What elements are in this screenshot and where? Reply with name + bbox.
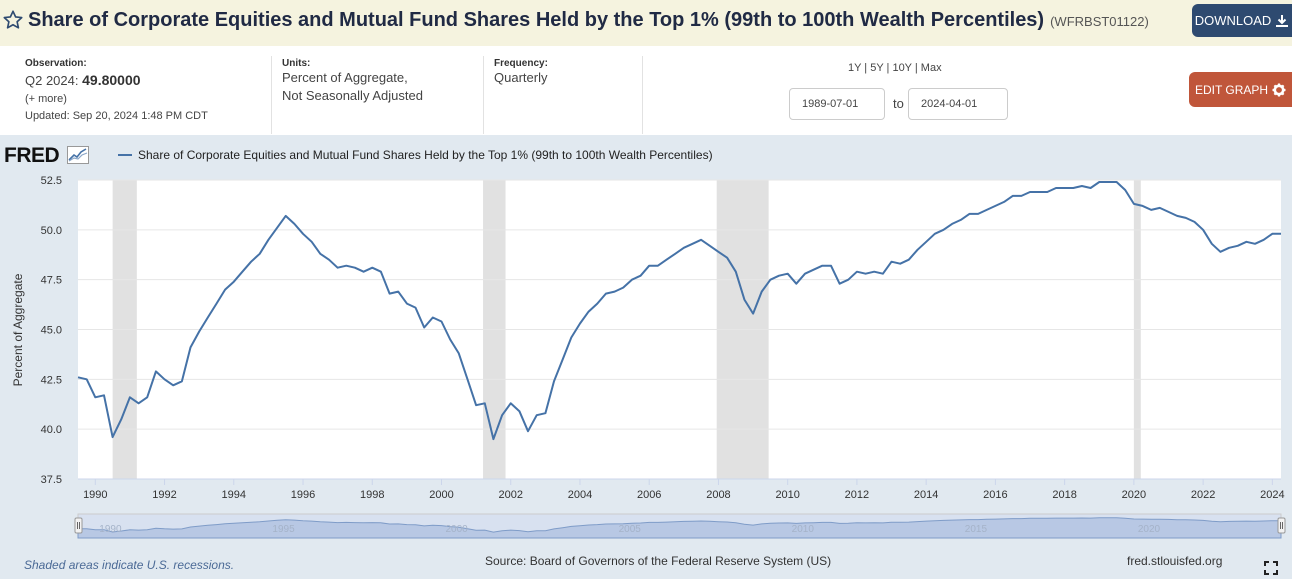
units-line2: Not Seasonally Adjusted: [282, 88, 423, 103]
navigator-label: 1990: [99, 524, 122, 535]
line-chart: 37.5 40.0 42.5 45.0 47.5 50.0 52.5 1990 1992 199…: [11, 175, 1286, 539]
divider: [642, 56, 643, 134]
x-tick-label: 2024: [1260, 489, 1284, 501]
site-link[interactable]: fred.stlouisfed.org: [1127, 554, 1223, 568]
x-tick-label: 1998: [360, 489, 384, 501]
x-tick-label: 2010: [775, 489, 799, 501]
page-title: Share of Corporate Equities and Mutual F…: [28, 9, 1149, 32]
observation-value: 49.80000: [82, 72, 141, 88]
units-line1: Percent of Aggregate,: [282, 70, 408, 85]
y-tick-label: 50.0: [41, 225, 62, 237]
navigator-label: 1995: [272, 524, 295, 535]
series-id: (WFRBST01122): [1050, 14, 1149, 29]
date-to-label: to: [893, 96, 904, 111]
updated-timestamp: Updated: Sep 20, 2024 1:48 PM CDT: [25, 110, 208, 122]
frequency-label: Frequency:: [494, 58, 548, 69]
series-line: [77, 181, 1281, 441]
edit-graph-button[interactable]: EDIT GRAPH: [1189, 72, 1292, 107]
series-title: Share of Corporate Equities and Mutual F…: [28, 9, 1045, 31]
end-date-input[interactable]: 2024-04-01: [908, 88, 1008, 120]
start-date-input[interactable]: 1989-07-01: [789, 88, 885, 120]
x-tick-label: 2008: [706, 489, 730, 501]
recession-note: Shaded areas indicate U.S. recessions.: [24, 558, 235, 572]
edit-graph-label: EDIT GRAPH: [1194, 82, 1269, 97]
x-tick-label: 2020: [1122, 489, 1146, 501]
range-selector[interactable]: 1Y | 5Y | 10Y | Max: [848, 62, 942, 74]
fred-logo: FRED: [4, 144, 89, 168]
divider: [483, 56, 484, 134]
navigator-handle[interactable]: [74, 517, 83, 534]
download-button[interactable]: DOWNLOAD: [1192, 4, 1292, 37]
download-icon: [1276, 14, 1289, 27]
x-tick-label: 1994: [222, 489, 246, 501]
frequency-value: Quarterly: [494, 70, 548, 85]
observation-period: Q2 2024:: [25, 73, 79, 88]
y-tick-label: 52.5: [41, 175, 62, 187]
y-tick-label: 45.0: [41, 325, 62, 337]
x-tick-label: 2012: [845, 489, 869, 501]
units-label: Units:: [282, 58, 311, 69]
x-tick-label: 2004: [568, 489, 592, 501]
x-tick-label: 2022: [1191, 489, 1215, 501]
observation-line: Q2 2024: 49.80000: [25, 72, 141, 88]
x-tick-label: 2018: [1052, 489, 1076, 501]
x-tick-label: 2014: [914, 489, 938, 501]
x-tick-label: 2006: [637, 489, 661, 501]
y-tick-label: 47.5: [41, 275, 62, 287]
y-axis-label: Percent of Aggregate: [11, 273, 25, 386]
source-note: Source: Board of Governors of the Federa…: [485, 554, 832, 568]
fred-logo-text: FRED: [4, 144, 60, 167]
chart-legend: Share of Corporate Equities and Mutual F…: [118, 148, 713, 162]
gear-icon: [1272, 83, 1286, 96]
observation-label: Observation:: [25, 58, 87, 69]
navigator-label: 2005: [619, 524, 642, 535]
legend-label: Share of Corporate Equities and Mutual F…: [138, 148, 713, 162]
y-tick-label: 40.0: [41, 424, 62, 436]
navigator-label: 2000: [445, 524, 468, 535]
navigator-label: 2015: [965, 524, 988, 535]
page-header: Share of Corporate Equities and Mutual F…: [0, 0, 1292, 46]
x-tick-label: 2002: [498, 489, 522, 501]
star-icon[interactable]: [2, 9, 24, 31]
x-tick-label: 2016: [983, 489, 1007, 501]
navigator-label: 2010: [792, 524, 815, 535]
fullscreen-icon[interactable]: [1264, 561, 1278, 575]
x-tick-label: 2000: [429, 489, 453, 501]
more-observations-link[interactable]: (+ more): [25, 93, 67, 105]
y-tick-label: 42.5: [41, 374, 62, 386]
navigator-series: [77, 517, 1282, 539]
x-tick-label: 1992: [152, 489, 176, 501]
navigator-handle[interactable]: [1277, 517, 1286, 534]
series-meta: Observation: Q2 2024: 49.80000 (+ more) …: [0, 46, 1292, 135]
navigator-label: 2020: [1138, 524, 1161, 535]
legend-swatch: [118, 154, 132, 156]
divider: [271, 56, 272, 134]
x-tick-label: 1990: [83, 489, 107, 501]
fred-chart-icon: [66, 146, 89, 164]
x-tick-label: 1996: [291, 489, 315, 501]
y-tick-label: 37.5: [41, 474, 62, 486]
download-label: DOWNLOAD: [1194, 13, 1272, 28]
